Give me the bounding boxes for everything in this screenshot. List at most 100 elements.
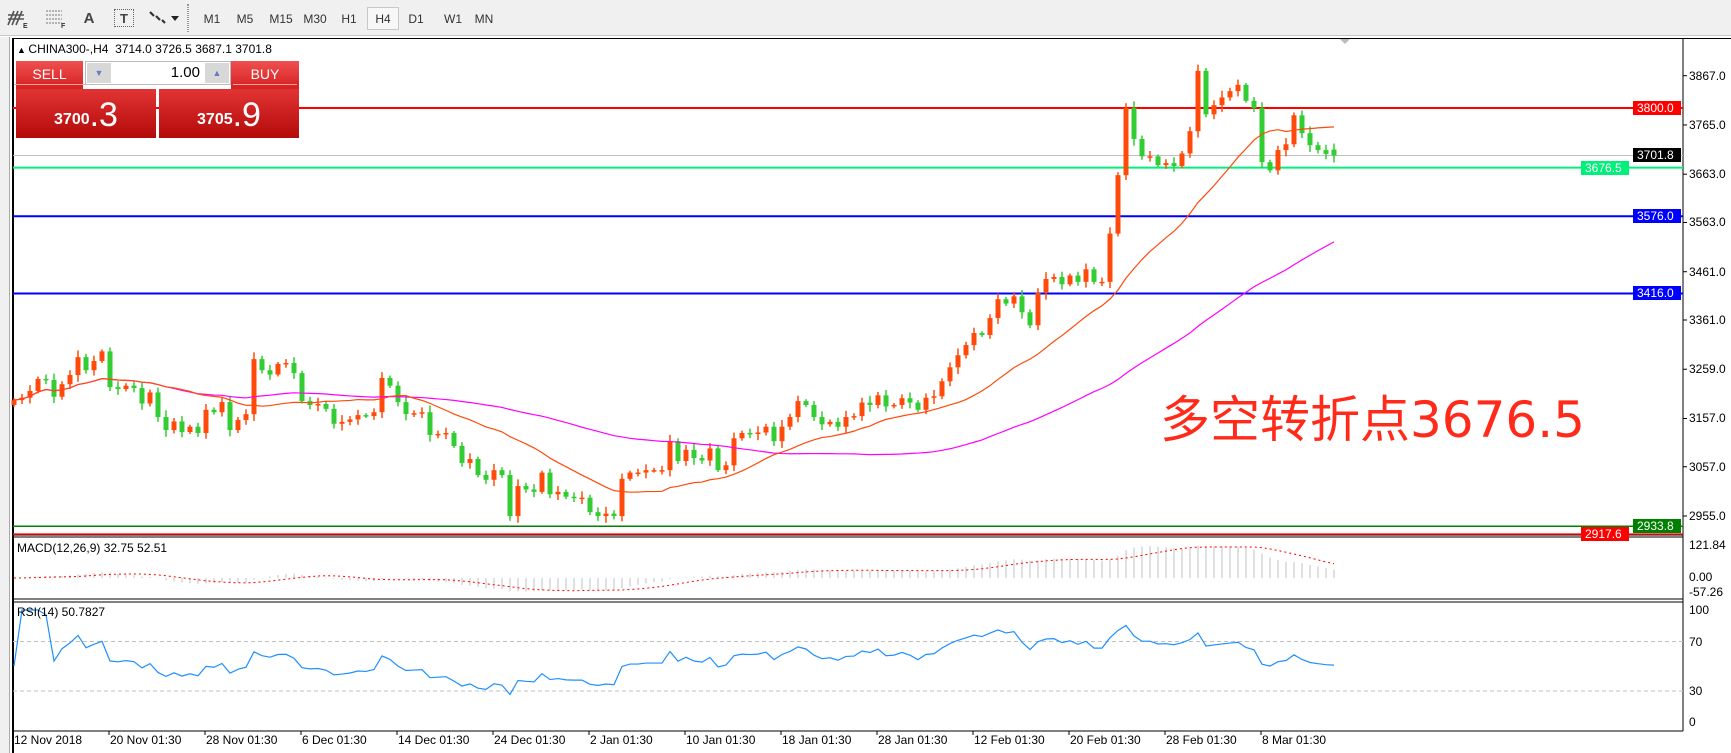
candle-bullish	[779, 426, 785, 442]
candle-bearish	[155, 392, 161, 418]
timeframe-w1[interactable]: W1	[444, 11, 462, 26]
candle-bearish	[299, 373, 305, 402]
chart-annotation-text[interactable]: 多空转折点3676.5	[1160, 391, 1585, 449]
timeframe-h4[interactable]: H4	[367, 7, 399, 30]
candle-bearish	[267, 370, 273, 375]
candle-bullish	[755, 432, 761, 434]
timeframe-d1[interactable]: D1	[408, 11, 424, 26]
candle-bearish	[1075, 275, 1081, 282]
candle-bullish	[827, 421, 833, 425]
time-tick-label: 8 Mar 01:30	[1262, 733, 1327, 747]
candle-bullish	[235, 419, 241, 431]
lot-size-input[interactable]	[112, 62, 204, 84]
candle-bearish	[259, 359, 265, 371]
collapse-triangle-icon[interactable]: ▲	[17, 45, 29, 55]
buy-button[interactable]: BUY	[231, 61, 299, 89]
candle-bearish	[1171, 163, 1177, 166]
lot-increase-button[interactable]: ▲	[205, 63, 229, 83]
side-panel-edge[interactable]	[0, 37, 10, 753]
time-tick-label: 14 Dec 01:30	[398, 733, 470, 747]
candle-bearish	[715, 448, 721, 471]
timeframe-m1[interactable]: M1	[203, 11, 221, 26]
price-tick-label: 3057.0	[1689, 459, 1726, 474]
timeframe-mn[interactable]: MN	[474, 11, 494, 26]
time-tick-label: 28 Feb 01:30	[1166, 733, 1237, 747]
candle-bearish	[611, 513, 617, 517]
chart-header-text: CHINA300-,H4 3714.0 3726.5 3687.1 3701.8	[28, 42, 272, 56]
candle-bearish	[1131, 108, 1137, 139]
candle-bearish	[107, 351, 113, 388]
candle-bullish	[491, 470, 497, 480]
candle-bearish	[747, 432, 753, 435]
candle-bearish	[883, 395, 889, 407]
candle-bullish	[939, 381, 945, 397]
candle-bullish	[1147, 156, 1153, 158]
candle-bearish	[915, 402, 921, 410]
candle-bullish	[315, 404, 321, 406]
sell-button[interactable]: SELL	[14, 61, 85, 89]
timeframe-m30[interactable]: M30	[303, 11, 327, 26]
chart-header: ▲ CHINA300-,H4 3714.0 3726.5 3687.1 3701…	[17, 42, 272, 56]
timeframe-m15[interactable]: M15	[269, 11, 293, 26]
lot-decrease-button[interactable]: ▼	[87, 63, 111, 83]
text-label-icon[interactable]: T	[114, 9, 134, 27]
buy-label: BUY	[232, 66, 298, 85]
candle-bullish	[899, 398, 905, 405]
candle-bullish	[379, 377, 385, 413]
candle-bullish	[59, 384, 65, 397]
time-tick-label: 20 Feb 01:30	[1070, 733, 1141, 747]
candle-bullish	[795, 401, 801, 418]
timeframe-m5[interactable]: M5	[236, 11, 254, 26]
level-price-label: 3676.5	[1581, 160, 1629, 175]
candle-bearish	[507, 474, 513, 517]
elliott-wave-icon[interactable]: E	[5, 6, 31, 30]
candle-bullish	[11, 400, 17, 405]
candle-bearish	[1307, 133, 1313, 146]
lot-size-stepper[interactable]: ▼ ▲	[85, 61, 231, 85]
chart-shift-marker-icon	[1340, 39, 1350, 44]
candle-bullish	[603, 513, 609, 517]
candle-bullish	[67, 375, 73, 385]
candle-bullish	[123, 385, 129, 390]
candle-bearish	[1331, 149, 1337, 156]
text-icon[interactable]: A	[83, 9, 95, 27]
svg-text:E: E	[23, 23, 28, 29]
fibonacci-icon[interactable]: F	[43, 6, 69, 30]
candle-bearish	[1267, 162, 1273, 171]
candle-bearish	[83, 357, 89, 371]
candle-bullish	[467, 459, 473, 463]
candle-bearish	[691, 449, 697, 459]
level-price-label: 2917.6	[1581, 527, 1629, 542]
time-tick-label: 28 Jan 01:30	[878, 733, 948, 747]
time-tick-label: 12 Nov 2018	[14, 733, 83, 747]
price-tick-label: 3663.0	[1689, 167, 1726, 182]
candle-bullish	[659, 470, 665, 472]
candle-bullish	[947, 367, 953, 382]
level-price-label: 3800.0	[1633, 101, 1681, 116]
candle-bearish	[595, 512, 601, 517]
toolbar: E F A T M1 M5 M15 M30 H1 H4 D1 W1 MN	[0, 0, 1731, 36]
candle-bullish	[763, 426, 769, 433]
candle-bullish	[1051, 277, 1057, 279]
candle-bullish	[1107, 233, 1113, 282]
candle-bullish	[339, 421, 345, 424]
candle-bearish	[563, 491, 569, 497]
candle-bearish	[43, 378, 49, 381]
buy-price[interactable]: 3705.9	[159, 89, 299, 138]
candle-bearish	[771, 426, 777, 442]
candle-bullish	[251, 359, 257, 415]
candle-bullish	[1067, 275, 1073, 285]
timeframe-h1[interactable]: H1	[341, 11, 357, 26]
candle-bullish	[875, 395, 881, 405]
candle-bullish	[1011, 296, 1017, 304]
toolbar-separator	[187, 4, 189, 32]
level-price-label: 2933.8	[1633, 519, 1681, 534]
candle-bullish	[1099, 281, 1105, 284]
arrows-dropdown-icon[interactable]	[146, 6, 182, 30]
candle-bearish	[403, 402, 409, 415]
candle-bearish	[179, 421, 185, 433]
price-tick-label: 3765.0	[1689, 117, 1726, 132]
sell-price[interactable]: 3700.3	[16, 89, 156, 138]
candle-bearish	[1299, 115, 1305, 134]
